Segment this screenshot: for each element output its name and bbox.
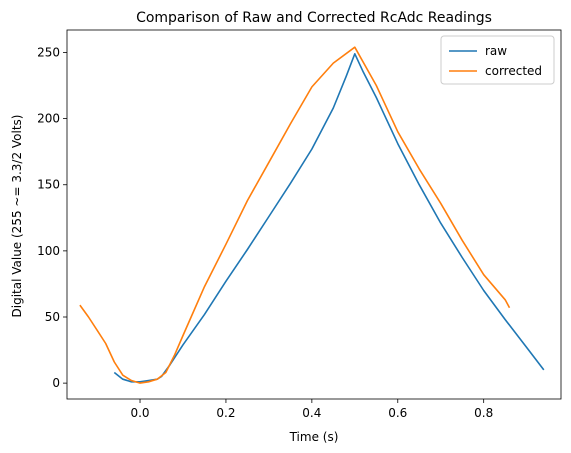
y-tick-label: 100 <box>37 244 60 258</box>
y-tick-label: 0 <box>52 376 60 390</box>
x-tick-label: 0.4 <box>302 406 321 420</box>
legend: raw corrected <box>440 35 555 85</box>
series-layer <box>79 46 545 384</box>
legend-box <box>440 35 555 85</box>
y-tick-label: 250 <box>37 45 60 59</box>
y-tick-label: 150 <box>37 178 60 192</box>
chart-title: Comparison of Raw and Corrected RcAdc Re… <box>136 10 492 26</box>
x-tick-label: 0.6 <box>388 406 407 420</box>
legend-label-corrected: corrected <box>485 64 542 78</box>
x-tick-label: 0.0 <box>130 406 149 420</box>
x-tick-label: 0.8 <box>474 406 493 420</box>
series-line-corrected <box>79 46 511 384</box>
y-axis-label: Digital Value (255 ~= 3.3/2 Volts) <box>10 115 24 318</box>
y-axis-ticks: 0 50 100 150 200 250 <box>37 45 67 390</box>
legend-label-raw: raw <box>485 44 507 58</box>
x-tick-label: 0.2 <box>216 406 235 420</box>
y-tick-label: 200 <box>37 112 60 126</box>
y-tick-label: 50 <box>45 310 60 324</box>
x-axis-ticks: 0.0 0.2 0.4 0.6 0.8 <box>130 399 493 420</box>
axes-frame <box>66 29 562 400</box>
x-axis-label: Time (s) <box>289 430 339 444</box>
